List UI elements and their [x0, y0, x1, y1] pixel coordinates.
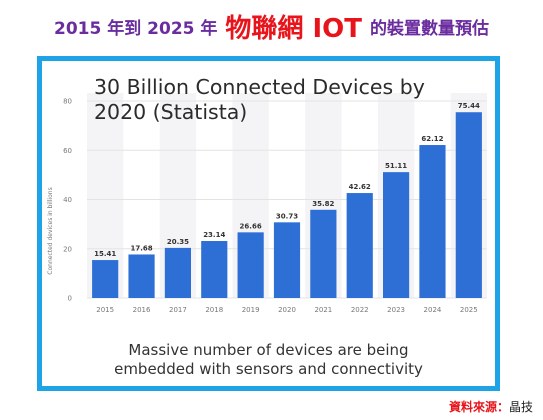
bar	[128, 254, 155, 298]
bar	[383, 172, 410, 298]
headline-years: 2015 年到 2025 年	[54, 19, 218, 39]
x-tick-label: 2022	[351, 306, 369, 314]
data-label-layer: 15.41 17.68 20.35 23.14 26.66 30.73 35.82 42.62…	[94, 102, 480, 258]
y-tick-label: 80	[63, 98, 72, 106]
bar	[273, 222, 301, 298]
bar	[201, 241, 228, 298]
bar-value-label: 26.66	[240, 222, 262, 230]
bar-value-label: 62.12	[421, 135, 443, 143]
bar-value-label: 35.82	[312, 200, 334, 208]
bar-chart: 0 20 40 60 80 15.41 17.68 20.35 23.14 26.66 30.73…	[63, 93, 487, 314]
x-tick-label: 2021	[314, 306, 332, 314]
bar	[237, 232, 264, 298]
x-tick-label: 2024	[424, 306, 442, 314]
bar	[310, 209, 337, 298]
x-tick-label: 2015	[96, 306, 114, 314]
caption-line-2: embedded with sensors and connectivity	[114, 360, 423, 378]
bar	[455, 112, 482, 298]
y-tick-label: 20	[63, 245, 72, 253]
x-tick-layer: 2015 2016 2017 2018 2019 2020 2021 2022 2023 2024…	[96, 306, 477, 314]
x-tick-label: 2023	[387, 306, 405, 314]
y-tick-layer: 0 20 40 60 80	[63, 98, 72, 303]
bar-value-label: 75.44	[458, 102, 480, 110]
bar	[92, 260, 119, 298]
bar	[419, 145, 446, 298]
caption: Massive number of devices are being embe…	[42, 341, 495, 379]
x-tick-label: 2016	[133, 306, 151, 314]
bar-value-label: 15.41	[94, 250, 116, 258]
source-value: 晶技	[508, 400, 533, 414]
y-tick-label: 0	[68, 295, 72, 303]
x-tick-label: 2020	[278, 306, 296, 314]
bar-value-label: 20.35	[167, 238, 189, 246]
bar-value-label: 30.73	[276, 212, 298, 220]
source-label: 資料來源：	[448, 400, 509, 414]
source-note: 資料來源：晶技	[449, 398, 533, 415]
bar	[346, 193, 373, 298]
bar-value-label: 23.14	[203, 231, 225, 239]
x-tick-label: 2019	[242, 306, 260, 314]
headline: 2015 年到 2025 年物聯網 IOT 的裝置數量預估	[0, 8, 543, 48]
chart-title: 30 Billion Connected Devices by 2020 (St…	[94, 75, 425, 124]
bar-value-label: 42.62	[349, 183, 371, 191]
slide-frame: 0 20 40 60 80 15.41 17.68 20.35 23.14 26.66 30.73…	[37, 56, 500, 391]
x-tick-label: 2018	[205, 306, 223, 314]
bar	[164, 247, 191, 298]
caption-line-1: Massive number of devices are being	[128, 341, 409, 359]
y-axis-label: Connected devices in billions	[47, 187, 54, 275]
bar-value-label: 51.11	[385, 162, 407, 170]
y-tick-label: 60	[63, 147, 72, 155]
bar-value-label: 17.68	[130, 244, 152, 252]
headline-iot: 物聯網 IOT	[225, 14, 362, 44]
y-tick-label: 40	[63, 196, 72, 204]
x-tick-label: 2017	[169, 306, 187, 314]
x-tick-label: 2025	[460, 306, 478, 314]
bar-layer	[92, 112, 482, 298]
headline-device-forecast: 的裝置數量預估	[369, 19, 489, 39]
